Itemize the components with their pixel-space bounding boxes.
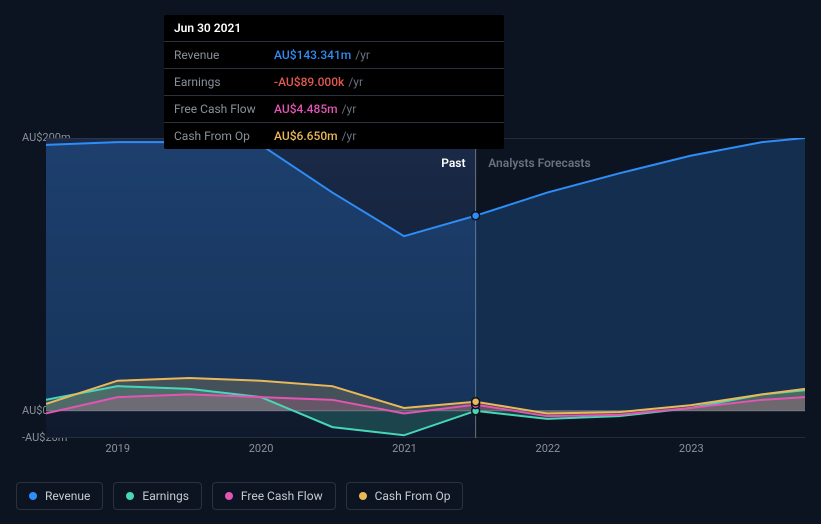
legend: Revenue Earnings Free Cash Flow Cash From O… [16, 482, 463, 510]
tooltip-date: Jun 30 2021 [164, 15, 504, 41]
x-axis-label: 2023 [679, 442, 704, 455]
x-axis-label: 2020 [249, 442, 274, 455]
tooltip-value: AU$143.341m [274, 48, 351, 62]
chart-plot[interactable]: Past Analysts Forecasts [46, 138, 805, 438]
tooltip-value: AU$6.650m [274, 129, 338, 143]
tooltip-row: RevenueAU$143.341m/yr [164, 41, 504, 68]
tooltip-suffix: /yr [342, 102, 357, 116]
tooltip-row: Free Cash FlowAU$4.485m/yr [164, 95, 504, 122]
y-axis-label: AU$0 [22, 404, 49, 417]
legend-dot-icon [29, 492, 37, 500]
tooltip-value: -AU$89.000k [274, 75, 344, 89]
tooltip-label: Revenue [174, 48, 274, 62]
tooltip-suffix: /yr [342, 129, 357, 143]
legend-item-free-cash-flow[interactable]: Free Cash Flow [212, 482, 336, 510]
tooltip-suffix: /yr [348, 75, 363, 89]
tooltip-suffix: /yr [355, 48, 370, 62]
label-forecast: Analysts Forecasts [488, 156, 590, 170]
legend-item-earnings[interactable]: Earnings [113, 482, 202, 510]
legend-item-revenue[interactable]: Revenue [16, 482, 103, 510]
tooltip-value: AU$4.485m [274, 102, 338, 116]
legend-label: Cash From Op [375, 489, 451, 503]
chart-container: AU$200mAU$0-AU$20m Past Analysts Forecas… [16, 124, 805, 464]
x-axis-label: 2022 [536, 442, 561, 455]
legend-dot-icon [225, 492, 233, 500]
legend-label: Free Cash Flow [241, 489, 323, 503]
tooltip-label: Free Cash Flow [174, 102, 274, 116]
legend-item-cash-from-op[interactable]: Cash From Op [346, 482, 464, 510]
x-axis-label: 2021 [392, 442, 417, 455]
tooltip-row: Earnings-AU$89.000k/yr [164, 68, 504, 95]
tooltip-row: Cash From OpAU$6.650m/yr [164, 122, 504, 149]
legend-label: Revenue [45, 489, 90, 503]
legend-dot-icon [359, 492, 367, 500]
legend-label: Earnings [142, 489, 189, 503]
tooltip-label: Cash From Op [174, 129, 274, 143]
legend-dot-icon [126, 492, 134, 500]
tooltip-label: Earnings [174, 75, 274, 89]
x-axis-label: 2019 [105, 442, 130, 455]
chart-tooltip: Jun 30 2021 RevenueAU$143.341m/yrEarning… [164, 15, 504, 149]
label-past: Past [441, 156, 465, 170]
